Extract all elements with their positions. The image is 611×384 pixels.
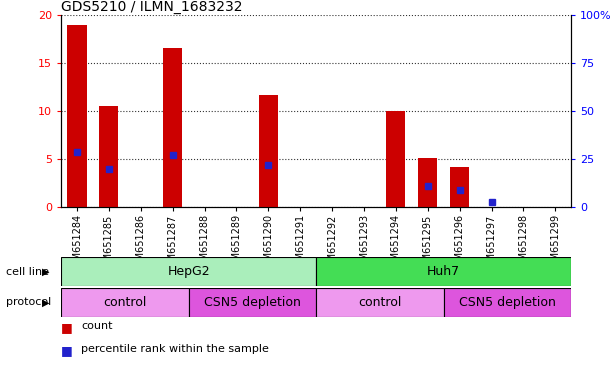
Bar	[450, 167, 469, 207]
Text: CSN5 depletion: CSN5 depletion	[204, 296, 301, 309]
Bar	[316, 257, 571, 286]
Bar	[386, 111, 406, 207]
Bar	[189, 288, 316, 317]
Text: control: control	[103, 296, 147, 309]
Text: count: count	[81, 321, 113, 331]
Text: Huh7: Huh7	[427, 265, 460, 278]
Bar	[67, 25, 87, 207]
Text: HepG2: HepG2	[167, 265, 210, 278]
Bar	[61, 288, 189, 317]
Text: ■: ■	[61, 344, 73, 357]
Bar	[100, 106, 119, 207]
Text: ▶: ▶	[42, 266, 49, 277]
Text: CSN5 depletion: CSN5 depletion	[459, 296, 556, 309]
Text: ■: ■	[61, 321, 73, 334]
Bar	[61, 257, 316, 286]
Bar	[444, 288, 571, 317]
Bar	[259, 95, 278, 207]
Text: percentile rank within the sample: percentile rank within the sample	[81, 344, 269, 354]
Bar	[163, 48, 182, 207]
Text: GDS5210 / ILMN_1683232: GDS5210 / ILMN_1683232	[61, 0, 243, 14]
Text: cell line: cell line	[6, 266, 49, 277]
Bar	[316, 288, 444, 317]
Text: ▶: ▶	[42, 297, 49, 308]
Bar	[419, 159, 437, 207]
Text: control: control	[358, 296, 401, 309]
Text: protocol: protocol	[6, 297, 51, 308]
